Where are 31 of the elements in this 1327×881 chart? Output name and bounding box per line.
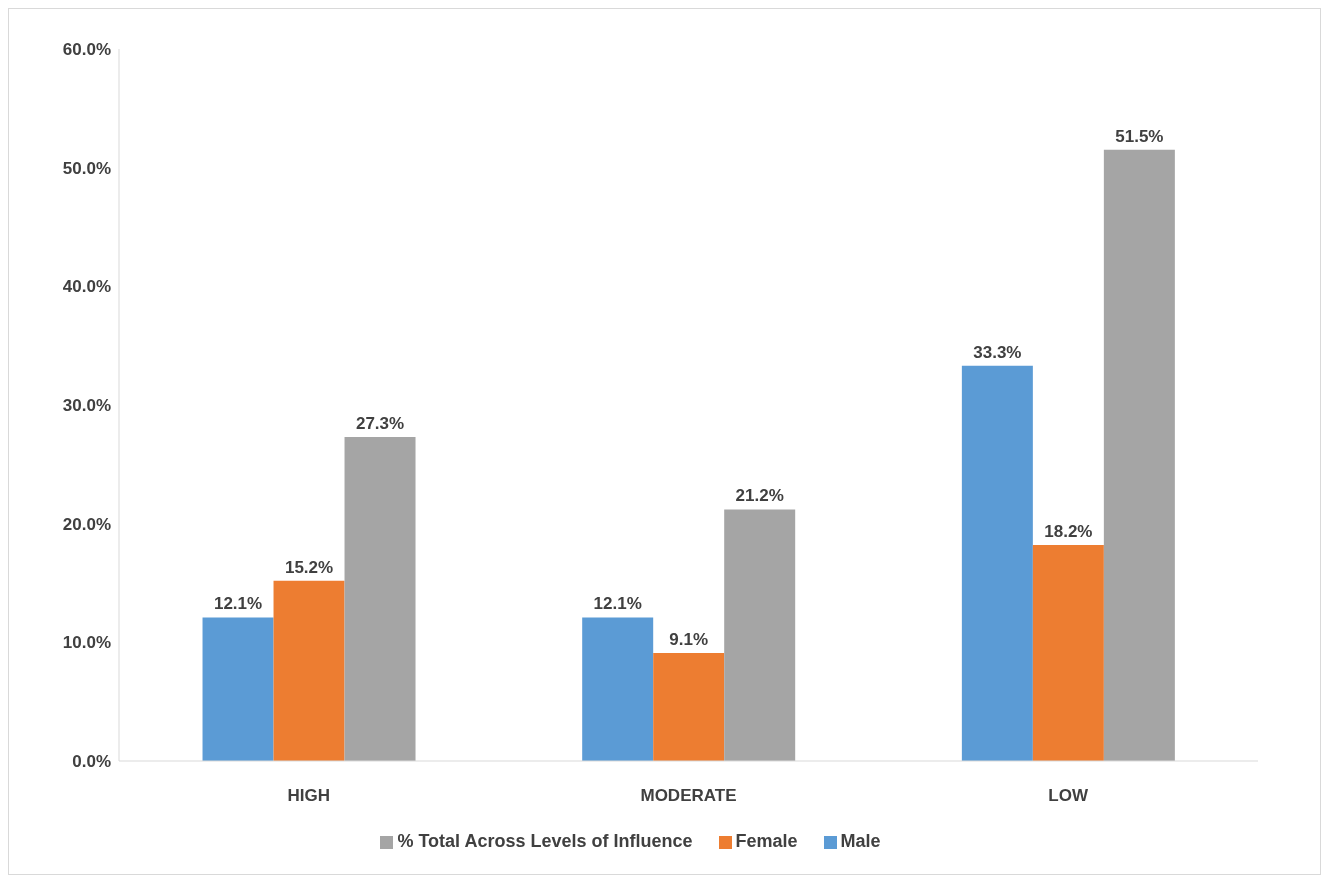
y-tick-label: 60.0% [62,40,111,60]
legend-label: Male [840,831,881,851]
data-label: 27.3% [355,414,405,434]
bar [344,437,416,761]
data-label: 9.1% [669,630,709,650]
y-tick-label: 40.0% [62,277,111,297]
bar [724,509,796,761]
x-tick-label: MODERATE [640,786,737,806]
data-label: 33.3% [973,342,1022,362]
data-label: 12.1% [593,594,642,614]
bar [202,617,274,761]
y-tick-label: 50.0% [62,158,111,178]
x-tick-label: HIGH [287,786,331,806]
bar [1032,545,1104,761]
legend-label: % Total Across Levels of Influence [397,831,693,851]
x-tick-label: LOW [1048,786,1089,806]
data-label: 51.5% [1115,126,1164,146]
data-label: 21.2% [735,486,784,506]
bar [653,653,725,761]
y-tick-label: 20.0% [62,514,111,534]
y-tick-label: 10.0% [62,633,111,653]
y-tick-label: 30.0% [62,396,111,416]
bar [1103,149,1175,761]
bar [273,580,345,761]
data-label: 12.1% [213,594,263,614]
data-label: 18.2% [1044,522,1093,542]
bar [582,617,654,761]
y-tick-label: 0.0% [72,752,111,772]
bar [961,365,1033,761]
data-label: 15.2% [284,557,334,577]
legend-label: Female [735,831,798,851]
